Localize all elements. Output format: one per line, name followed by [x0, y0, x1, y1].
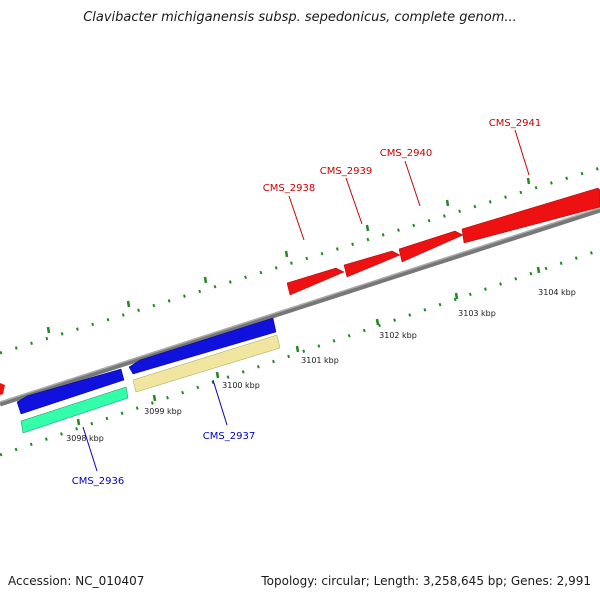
inner-major-tick [76, 418, 81, 426]
leader-cms-2936 [82, 426, 98, 472]
accession-text: Accession: NC_010407 [8, 574, 145, 588]
label-leaders [82, 129, 530, 472]
outer-major-tick [445, 199, 450, 207]
gene-label[interactable]: CMS_2939 [320, 166, 372, 177]
outer-major-tick [526, 177, 531, 185]
outer-major-tick [203, 276, 208, 284]
inner-major-tick [536, 266, 541, 274]
gene-cms-2937[interactable] [128, 317, 277, 375]
genome-backbone-highlight [0, 207, 600, 403]
outer-dotted-ruler [0, 166, 600, 355]
tick-label: 3099 kbp [144, 407, 182, 416]
leader-cms-2939 [345, 177, 363, 225]
tick-label: 3102 kbp [379, 331, 417, 340]
gene-label[interactable]: CMS_2937 [203, 431, 255, 442]
reverse-cds-track [16, 317, 277, 415]
outer-major-tick [365, 224, 370, 232]
genome-backbone [0, 207, 600, 407]
leader-cms-2941 [514, 129, 530, 176]
leader-cms-2940 [404, 160, 421, 207]
gene-label[interactable]: CMS_2938 [263, 183, 315, 194]
leader-cms-2938 [288, 195, 305, 241]
gene-label[interactable]: CMS_2941 [489, 118, 541, 129]
gene-cms-2936[interactable] [16, 368, 125, 415]
leader-cms-2937 [212, 379, 228, 426]
tick-label: 3101 kbp [301, 356, 339, 365]
outer-major-tick [126, 300, 131, 308]
gene-partial-left[interactable] [0, 383, 5, 395]
forward-cds-track [0, 187, 600, 395]
outer-major-tick [46, 326, 51, 334]
gene-label[interactable]: CMS_2936 [72, 476, 124, 487]
outer-major-tick [284, 250, 289, 258]
gene-cms-2941[interactable] [461, 187, 600, 244]
inner-dotted-ruler [0, 248, 600, 457]
topology-summary: Topology: circular; Length: 3,258,645 bp… [261, 574, 591, 588]
tick-label: 3103 kbp [458, 309, 496, 318]
tick-label: 3100 kbp [222, 381, 260, 390]
inner-major-tick [375, 318, 380, 326]
gene-labels: CMS_2938 CMS_2939 CMS_2940 CMS_2941 CMS_… [72, 118, 541, 487]
gene-label[interactable]: CMS_2940 [380, 148, 432, 159]
inner-major-tick [454, 292, 459, 300]
tick-labels: 3098 kbp 3099 kbp 3100 kbp 3101 kbp 3102… [66, 288, 576, 443]
gene-cms-2939[interactable] [343, 250, 401, 278]
inner-major-tick [152, 394, 157, 402]
gene-cms-2938[interactable] [286, 267, 345, 296]
inner-major-tick [215, 371, 220, 379]
orf-green[interactable] [20, 386, 129, 434]
tick-label: 3104 kbp [538, 288, 576, 297]
map-title: Clavibacter michiganensis subsp. sepedon… [83, 10, 517, 25]
inner-major-ticks [76, 266, 541, 426]
tick-label: 3098 kbp [66, 434, 104, 443]
orf-track [20, 334, 281, 434]
inner-major-tick [295, 345, 300, 353]
orf-yellow[interactable] [132, 334, 281, 393]
outer-major-ticks [46, 177, 531, 334]
